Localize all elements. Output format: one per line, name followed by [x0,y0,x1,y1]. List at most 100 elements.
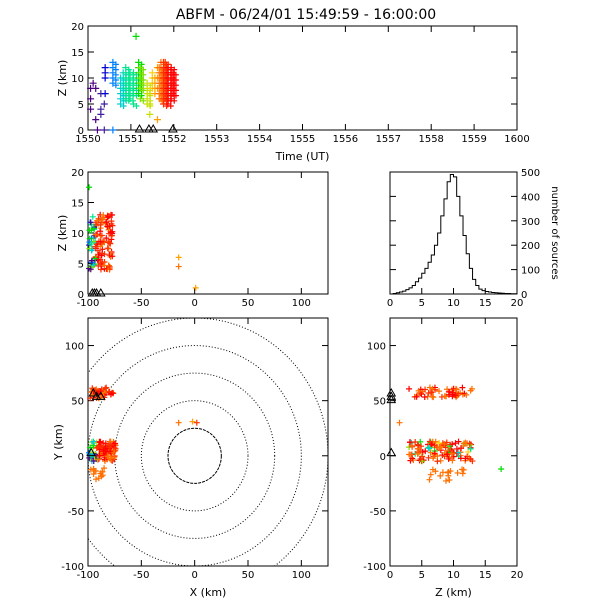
source-mark [409,455,416,462]
source-mark [92,476,99,483]
source-mark [87,105,95,113]
station-mark [148,123,159,133]
source-mark [417,455,424,462]
source-mark [92,84,100,92]
x-tick-label: 15 [479,298,492,309]
source-mark [406,439,413,446]
source-mark [454,469,461,476]
source-mark [412,438,419,445]
source-mark [172,82,179,89]
source-mark [426,384,433,391]
station-mark [386,391,397,400]
source-mark [189,418,196,425]
source-mark [466,440,473,447]
figure-title: ABFM - 06/24/01 15:49:59 - 16:00:00 [176,7,436,23]
source-mark [469,458,476,465]
source-mark [408,442,415,449]
source-mark [93,126,101,134]
source-mark [109,253,116,260]
source-mark [443,451,450,458]
source-mark [106,223,113,230]
x-axis-label: Z (km) [435,586,472,599]
source-mark [421,393,428,400]
range-ring [114,372,276,539]
source-mark [445,455,452,462]
station-mark [95,287,106,297]
source-mark [100,214,107,221]
source-mark [92,468,99,475]
source-mark [89,79,97,87]
source-mark [102,448,109,455]
source-mark [458,445,465,452]
source-mark [106,264,113,271]
x-tick-label: 0 [387,570,393,581]
x-tick-label: 0 [191,570,197,581]
x-tick-label: -100 [77,570,100,581]
source-mark [153,116,161,124]
source-mark [89,213,96,220]
source-mark [88,247,95,254]
source-mark [97,105,105,113]
source-mark [449,441,456,448]
source-mark [104,453,111,460]
source-mark [171,97,178,104]
source-mark [434,458,441,465]
source-mark [88,227,95,234]
y-tick-label: -100 [61,562,84,573]
source-mark [437,472,444,479]
source-mark [425,444,432,451]
source-mark [452,392,459,399]
x-tick-label: 1557 [376,134,401,145]
source-mark [462,455,469,462]
x-tick-label: 1556 [333,134,358,145]
source-mark [463,391,470,398]
y-axis-label: number of sources [549,186,560,279]
x-tick-label: 10 [447,570,460,581]
x-tick-label: 1553 [204,134,229,145]
altitude-y-panel: 0 5 10 15 20 -100 -50 0 50 100 Z (km) [363,317,523,599]
station-mark [386,447,397,457]
y-tick-label: 0 [78,452,84,463]
source-mark [102,385,109,392]
source-mark [140,97,147,104]
source-mark [430,455,437,462]
source-mark [110,449,117,456]
x-tick-label: 10 [447,298,460,309]
x-tick-label: -100 [77,298,100,309]
x-tick-label: 5 [419,298,425,309]
x-tick-label: 1551 [118,134,143,145]
source-mark [396,419,403,426]
y-tick-label: 15 [71,48,84,59]
source-mark [192,284,199,291]
source-mark [112,440,119,447]
altitude-x-panel: -100 -50 0 50 100 0 5 10 15 20 Z (km) [56,168,329,309]
histogram-line [390,173,518,295]
y-tick-label: 500 [521,168,540,179]
source-mark [413,393,420,400]
source-mark [429,466,436,473]
source-mark [100,100,108,108]
source-mark [101,90,109,98]
plot-frame [389,171,518,295]
source-mark [407,451,414,458]
source-mark [468,385,475,392]
source-mark [172,92,179,99]
source-mark [436,443,443,450]
source-mark [465,448,472,455]
x-tick-label: 1559 [461,134,486,145]
x-tick-label: 100 [292,298,311,309]
x-tick-label: 1550 [75,134,100,145]
source-mark [172,77,179,83]
source-mark [455,390,462,397]
y-tick-label: 0 [78,290,84,301]
source-mark [111,454,118,461]
source-mark [87,219,94,226]
source-mark [449,457,456,464]
source-mark [140,71,147,78]
source-mark [97,221,104,228]
source-mark [103,384,110,391]
source-mark [90,438,97,445]
x-tick-label: 100 [292,570,311,581]
